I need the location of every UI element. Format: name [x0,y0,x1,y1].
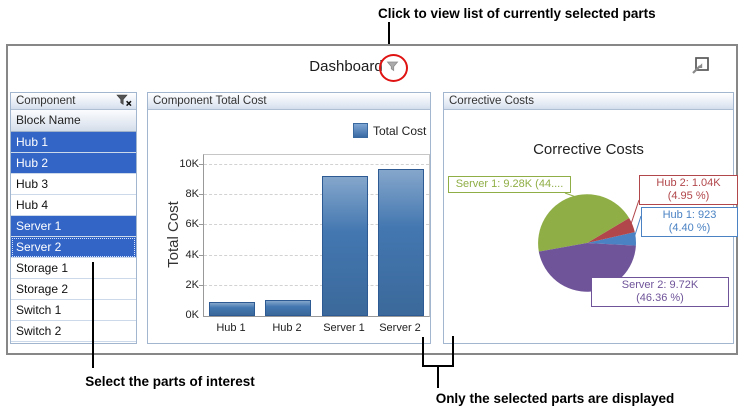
popout-button[interactable] [690,56,710,76]
bar-panel-header: Component Total Cost [148,93,430,110]
legend-label: Total Cost [373,123,427,138]
legend-swatch [353,123,368,138]
y-tick-label: 0K [185,309,199,321]
bar-chart-plot [199,154,430,317]
annotation-top-line [388,22,390,53]
annotation-bracket-bottom [422,365,454,367]
annotation-top-note: Click to view list of currently selected… [378,6,656,21]
x-axis-label: Server 1 [323,322,365,334]
component-panel: Component Block Name Hub 1 Hub 2 Hub 3 H… [10,92,137,344]
list-item-hub-1[interactable]: Hub 1 [11,132,136,153]
pie-chart-panel: Corrective Costs Corrective Costs Server… [443,92,738,344]
bar-server-1[interactable] [322,176,368,316]
list-item-switch-1[interactable]: Switch 1 [11,300,136,321]
dashboard-window: Dashboard Component [6,44,738,355]
pie-label-server-1: Server 1: 9.28K (44.... [448,176,571,193]
filter-clear-icon [116,94,132,107]
bar-hub-1[interactable] [209,302,255,316]
bar-chart-panel: Component Total Cost Total Cost Total Co… [147,92,431,344]
clear-filter-button[interactable] [116,94,133,107]
annotation-bracket-right [452,336,454,367]
bar-panel-title: Component Total Cost [153,95,267,107]
y-tick-label: 10K [179,158,199,170]
list-item-switch-2[interactable]: Switch 2 [11,321,136,342]
pie-panel-header: Corrective Costs [444,93,733,110]
dashboard-titlebar: Dashboard [8,54,736,82]
annotation-left-note: Select the parts of interest [85,374,255,389]
y-tick-label: 4K [185,249,199,261]
x-axis-label: Hub 1 [216,322,246,334]
annotation-bracket-left [422,337,424,367]
list-item-server-1[interactable]: Server 1 [11,216,136,237]
pie-label-server-2: Server 2: 9.72K (46.36 %) [591,277,729,307]
y-tick-label: 8K [185,188,199,200]
selected-parts-filter-button[interactable] [378,54,408,82]
annotation-bracket-stem [437,367,439,388]
list-item-storage-2[interactable]: Storage 2 [11,279,136,300]
annotation-right-note: Only the selected parts are displayed [435,391,675,406]
annotation-left-line [92,262,94,368]
list-item-hub-2[interactable]: Hub 2 [11,153,136,174]
list-item-server-2[interactable]: Server 2 [11,237,136,258]
popout-window-icon [692,57,709,74]
component-panel-header: Component [11,93,136,110]
component-panel-title: Component [16,95,76,107]
list-item-hub-4[interactable]: Hub 4 [11,195,136,216]
x-axis-label: Server 2 [379,322,421,334]
bar-hub-2[interactable] [265,300,311,316]
filter-funnel-icon [386,61,399,72]
block-name-column-header[interactable]: Block Name [11,110,136,132]
list-item-storage-1[interactable]: Storage 1 [11,258,136,279]
y-tick-label: 6K [185,218,199,230]
pie-chart-title: Corrective Costs [533,141,644,158]
pie-chart[interactable] [444,93,733,343]
x-axis-label: Hub 2 [272,322,302,334]
list-item-hub-3[interactable]: Hub 3 [11,174,136,195]
pie-label-hub-1: Hub 1: 923 (4.40 %) [641,207,738,237]
component-list: Hub 1 Hub 2 Hub 3 Hub 4 Server 1 Server … [11,132,136,342]
y-tick-label: 2K [185,279,199,291]
pie-panel-title: Corrective Costs [449,95,534,107]
dashboard-title: Dashboard [309,58,383,75]
bar-server-2[interactable] [378,169,424,316]
chart-legend: Total Cost [353,123,426,138]
pie-label-hub-2: Hub 2: 1.04K (4.95 %) [639,175,738,205]
